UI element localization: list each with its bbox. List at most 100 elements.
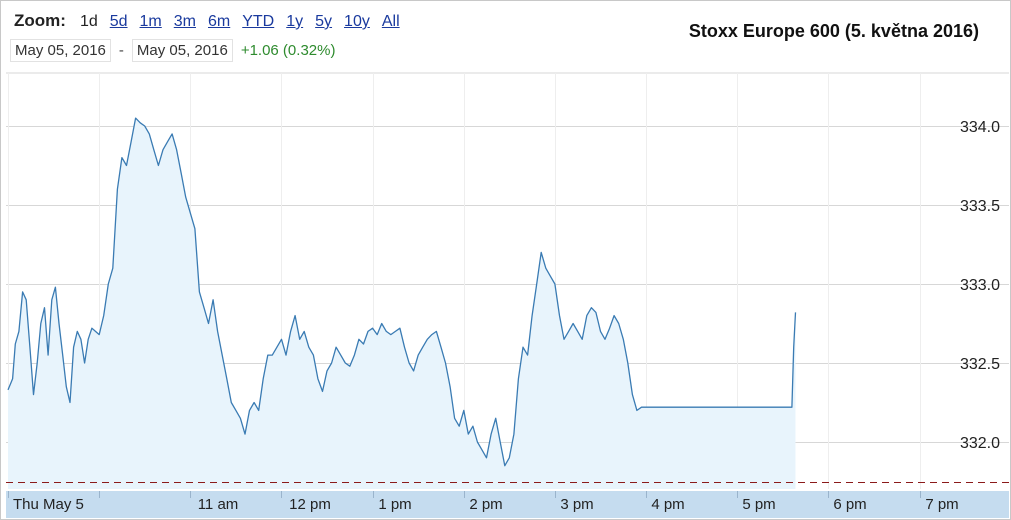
data-point	[267, 354, 269, 356]
data-point	[722, 406, 724, 408]
data-point	[294, 314, 296, 316]
data-point	[362, 343, 364, 345]
x-tick-label: 12 pm	[289, 496, 331, 513]
zoom-1d-button[interactable]: 1d	[79, 13, 98, 30]
data-point	[636, 409, 638, 411]
data-point	[80, 338, 82, 340]
range-to-field[interactable]: May 05, 2016	[131, 38, 233, 62]
data-point	[686, 406, 688, 408]
data-point	[590, 307, 592, 309]
data-point	[335, 346, 337, 348]
data-point	[194, 228, 196, 230]
zoom-label: Zoom:	[14, 11, 66, 30]
chart-title: Stoxx Europe 600 (5. května 2016)	[688, 21, 979, 41]
data-point	[449, 386, 451, 388]
data-point	[221, 354, 223, 356]
data-point	[645, 406, 647, 408]
data-point	[121, 156, 123, 158]
data-point	[390, 333, 392, 335]
data-point	[508, 457, 510, 459]
data-point	[768, 406, 770, 408]
x-tick-label: 2 pm	[469, 496, 502, 513]
data-point	[394, 330, 396, 332]
data-point	[700, 406, 702, 408]
data-point	[659, 406, 661, 408]
data-point	[276, 346, 278, 348]
data-point	[681, 406, 683, 408]
data-point	[595, 311, 597, 313]
zoom-1m-button[interactable]: 1m	[139, 13, 162, 30]
data-point	[381, 322, 383, 324]
data-point	[540, 251, 542, 253]
data-point	[613, 314, 615, 316]
data-point	[51, 299, 53, 301]
data-point	[321, 390, 323, 392]
data-point	[153, 149, 155, 151]
data-point	[58, 322, 60, 324]
data-point	[622, 338, 624, 340]
zoom-5y-button[interactable]: 5y	[315, 13, 333, 30]
data-point	[604, 338, 606, 340]
zoom-6m-button[interactable]: 6m	[208, 13, 231, 30]
zoom-1y-button[interactable]: 1y	[286, 13, 304, 30]
data-point	[786, 406, 788, 408]
data-point	[235, 409, 237, 411]
data-point	[736, 406, 738, 408]
data-point	[745, 406, 747, 408]
data-point	[718, 406, 720, 408]
y-tick-label: 332.0	[960, 435, 1000, 452]
data-point	[299, 338, 301, 340]
zoom-5d-button[interactable]: 5d	[109, 13, 128, 30]
data-point	[212, 299, 214, 301]
data-point	[526, 354, 528, 356]
x-tick-label: 6 pm	[833, 496, 866, 513]
data-point	[134, 117, 136, 119]
data-point	[29, 346, 31, 348]
data-point	[435, 330, 437, 332]
data-point	[581, 338, 583, 340]
data-point	[11, 378, 13, 380]
data-point	[112, 267, 114, 269]
data-point	[513, 433, 515, 435]
zoom-10y-button[interactable]: 10y	[344, 13, 370, 30]
data-point	[422, 346, 424, 348]
x-tick-label: 1 pm	[378, 496, 411, 513]
data-point	[162, 149, 164, 151]
zoom-ytd-button[interactable]: YTD	[242, 13, 275, 30]
zoom-3m-button[interactable]: 3m	[173, 13, 196, 30]
range-separator: -	[118, 41, 124, 59]
data-point	[258, 409, 260, 411]
zoom-toolbar: Zoom: 1d 5d 1m 3m 6m YTD 1y 5y 10y All	[14, 11, 412, 33]
data-point	[248, 409, 250, 411]
data-point	[763, 406, 765, 408]
data-point	[385, 330, 387, 332]
data-point	[230, 401, 232, 403]
data-point	[417, 354, 419, 356]
data-point	[627, 362, 629, 364]
data-point	[531, 314, 533, 316]
data-point	[522, 346, 524, 348]
data-point	[358, 338, 360, 340]
range-from-field[interactable]: May 05, 2016	[10, 38, 111, 62]
data-point	[586, 314, 588, 316]
data-point	[741, 406, 743, 408]
data-point	[253, 401, 255, 403]
data-point	[608, 327, 610, 329]
x-tick-label: Thu May 5	[13, 496, 84, 513]
data-point	[777, 406, 779, 408]
data-point	[677, 406, 679, 408]
zoom-all-button[interactable]: All	[381, 13, 400, 30]
data-point	[87, 338, 89, 340]
data-point	[125, 164, 127, 166]
data-point	[793, 346, 795, 348]
data-point	[43, 307, 45, 309]
data-point	[18, 330, 20, 332]
data-point	[54, 286, 56, 288]
data-point	[577, 330, 579, 332]
data-point	[65, 386, 67, 388]
data-point	[14, 343, 16, 345]
data-point	[353, 354, 355, 356]
data-point	[618, 322, 620, 324]
data-point	[91, 327, 93, 329]
data-point	[157, 164, 159, 166]
